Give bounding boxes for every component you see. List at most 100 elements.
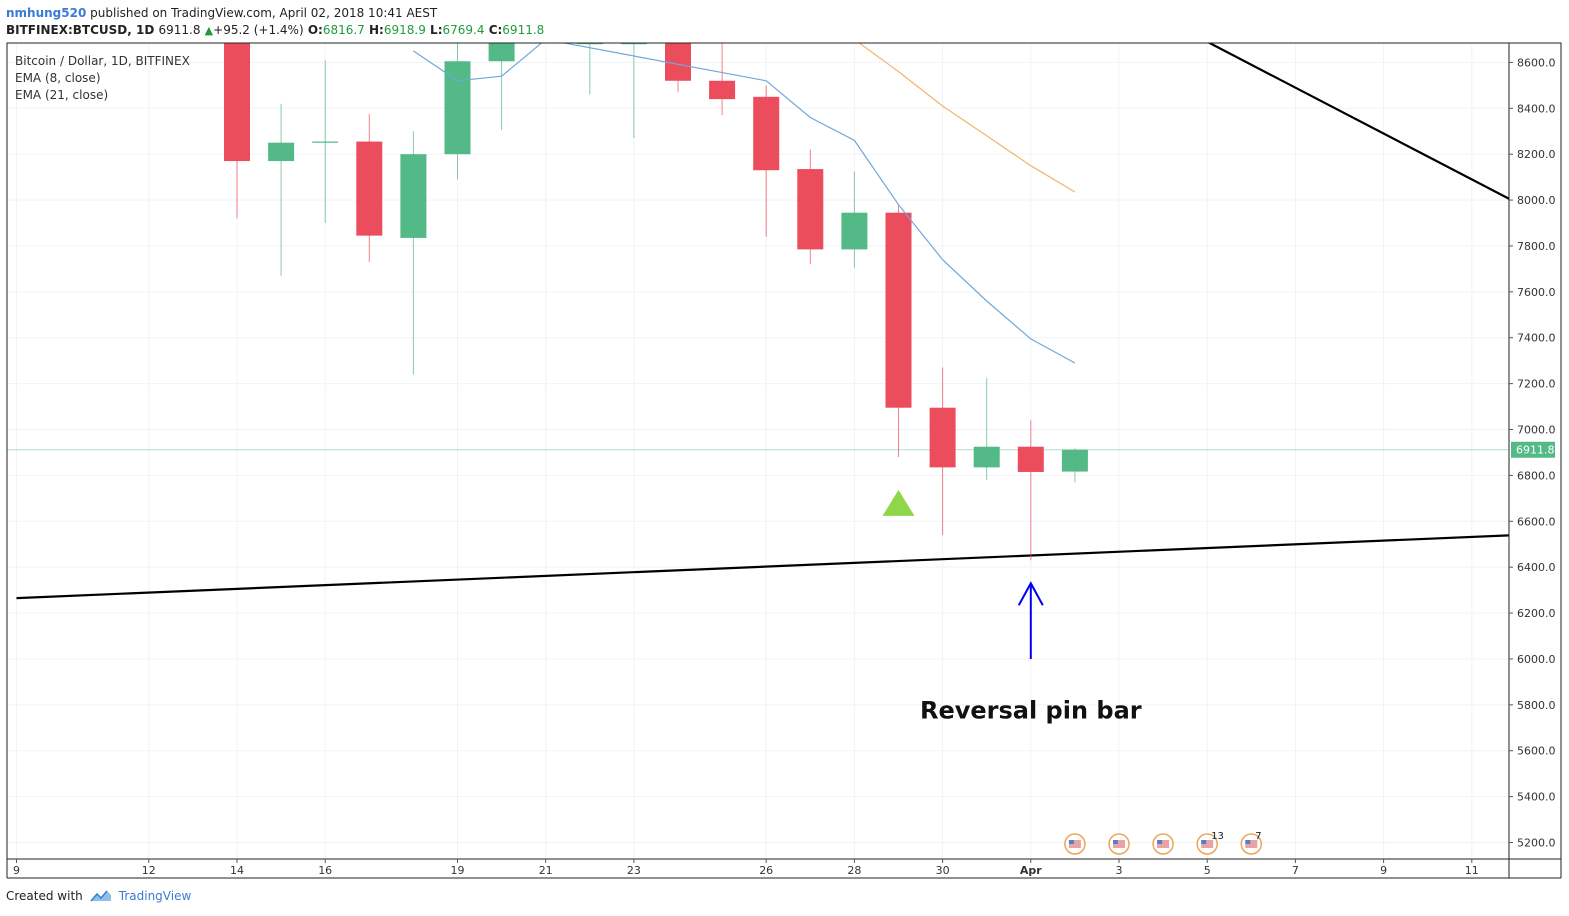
y-tick-label: 5800.0 <box>1517 699 1556 712</box>
footer: Created with TradingView <box>6 889 191 903</box>
price-change: +95.2 (+1.4%) <box>213 23 304 37</box>
x-tick-label: 23 <box>627 864 641 877</box>
x-tick-label: 11 <box>1465 864 1479 877</box>
low-value: 6769.4 <box>442 23 485 37</box>
last-price: 6911.8 <box>158 23 201 37</box>
tradingview-logo-icon <box>90 890 111 902</box>
legend-ema21[interactable]: EMA (21, close) <box>15 88 109 102</box>
symbol-name: BITFINEX:BTCUSD, 1D <box>6 23 155 37</box>
low-label: L: <box>430 23 443 37</box>
y-tick-label: 6400.0 <box>1517 561 1556 574</box>
badge-flag <box>1113 840 1125 848</box>
y-tick-label: 5400.0 <box>1517 791 1556 804</box>
candle-body <box>973 446 1000 468</box>
y-tick-label: 8200.0 <box>1517 148 1556 161</box>
event-badge-icon <box>1152 833 1174 855</box>
candle-body <box>268 142 295 162</box>
x-tick-label: 12 <box>142 864 156 877</box>
candle-body <box>665 43 691 81</box>
chart-legend: Bitcoin / Dollar, 1D, BITFINEX EMA (8, c… <box>15 53 190 104</box>
annotations: Reversal pin bar <box>882 489 1142 725</box>
last-price-badge <box>1511 441 1555 458</box>
candle-body <box>488 43 515 62</box>
candle-body <box>841 212 868 250</box>
candle-body <box>224 43 250 162</box>
badge-flag-canton <box>1245 840 1251 844</box>
chart-border <box>6 42 1562 860</box>
trendlines <box>16 43 1509 600</box>
y-tick-label: 7400.0 <box>1517 332 1556 345</box>
author-link[interactable]: nmhung520 <box>6 6 87 20</box>
trendline <box>16 534 1509 600</box>
high-label: H: <box>369 23 384 37</box>
x-tick-label: 19 <box>451 864 465 877</box>
badge-flag-canton <box>1068 840 1074 844</box>
ema21-line <box>858 43 1076 193</box>
x-tick-label: 7 <box>1292 864 1299 877</box>
close-value: 6911.8 <box>502 23 545 37</box>
y-tick-label: 6800.0 <box>1517 469 1556 482</box>
y-tick-label: 8000.0 <box>1517 194 1556 207</box>
candle-body <box>620 43 647 45</box>
candle-body <box>1061 449 1088 472</box>
x-tick-label: 3 <box>1116 864 1123 877</box>
buy-signal-icon <box>882 489 915 516</box>
candle-body <box>400 154 427 238</box>
badge-flag <box>1245 840 1258 848</box>
arrow-head <box>1017 581 1044 606</box>
x-tick-label: 26 <box>759 864 773 877</box>
y-tick-label: 6200.0 <box>1517 607 1556 620</box>
publish-info: nmhung520 published on TradingView.com, … <box>6 4 437 22</box>
high-value: 6918.9 <box>383 23 426 37</box>
tradingview-link[interactable]: TradingView <box>118 889 192 903</box>
x-tick-label: 9 <box>1380 864 1387 877</box>
badge-flag-canton <box>1201 840 1207 844</box>
x-tick-label: 28 <box>847 864 861 877</box>
candle-body <box>312 141 339 143</box>
badge-flag <box>1201 840 1214 848</box>
candles <box>224 43 1088 561</box>
legend-ema8[interactable]: EMA (8, close) <box>15 71 101 85</box>
candle-body <box>797 169 824 250</box>
y-tick-label: 5200.0 <box>1517 837 1556 850</box>
candle-body <box>576 43 603 45</box>
candle-body <box>356 141 383 236</box>
chart-frame <box>6 42 1562 879</box>
badge-flag <box>1157 840 1170 848</box>
event-badges: 13 7 <box>1064 831 1263 855</box>
created-with-text: Created with <box>6 889 83 903</box>
y-tick-label: 8600.0 <box>1517 56 1556 69</box>
y-tick-label: 6600.0 <box>1517 515 1556 528</box>
y-tick-label: 5600.0 <box>1517 745 1556 758</box>
symbol-info-line: BITFINEX:BTCUSD, 1D 6911.8 ▲+95.2 (+1.4%… <box>6 22 544 39</box>
time-axis: 9 12 14 16 19 21 23 26 28 30 Apr 3 5 7 9 11 <box>13 859 1479 877</box>
y-tick-label: 7000.0 <box>1517 424 1556 437</box>
candle-body <box>753 96 780 171</box>
event-badge-icon: 7 <box>1240 831 1263 855</box>
annotation-label: Reversal pin bar <box>920 697 1142 725</box>
candle-body <box>444 61 471 155</box>
x-tick-label: 21 <box>539 864 553 877</box>
candle-body <box>1017 446 1044 472</box>
last-price-badge-label: 6911.8 <box>1516 444 1555 457</box>
open-value: 6816.7 <box>322 23 365 37</box>
y-tick-label: 7200.0 <box>1517 378 1556 391</box>
x-tick-label: 16 <box>318 864 332 877</box>
x-tick-label: 14 <box>230 864 244 877</box>
x-tick-label: 9 <box>13 864 20 877</box>
publish-text: published on TradingView.com, April 02, … <box>86 6 438 20</box>
trendline <box>1207 43 1509 201</box>
y-tick-label: 8400.0 <box>1517 102 1556 115</box>
price-axis: 8600.0 8400.0 8200.0 8000.0 7800.0 7600.0 7400… <box>1509 56 1556 850</box>
candle-body <box>885 212 912 408</box>
event-badge-icon <box>1108 833 1130 855</box>
ema8-line <box>413 43 1076 364</box>
legend-title: Bitcoin / Dollar, 1D, BITFINEX <box>15 54 190 68</box>
candle-body <box>709 80 736 100</box>
open-label: O: <box>307 23 323 37</box>
triangle-up-icon: ▲ <box>204 24 214 37</box>
close-label: C: <box>488 23 503 37</box>
badge-flag-canton <box>1157 840 1163 844</box>
event-badge-icon: 13 <box>1196 831 1224 855</box>
